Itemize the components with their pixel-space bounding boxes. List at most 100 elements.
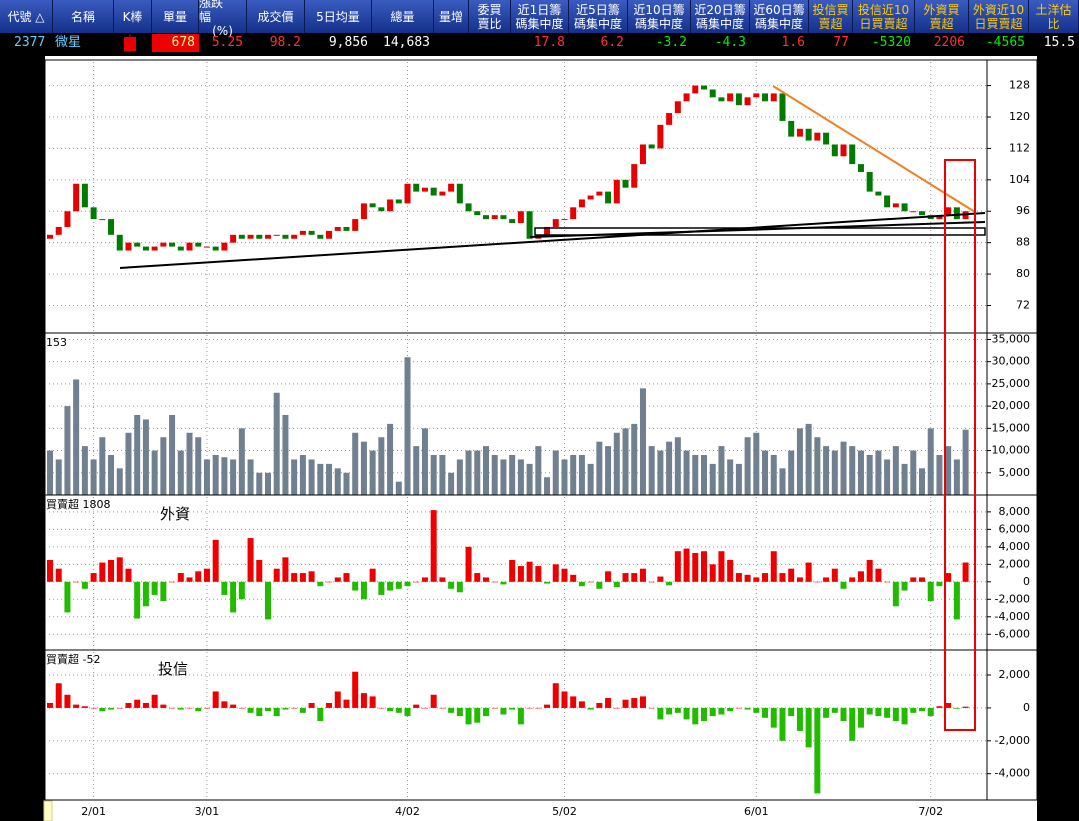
bar (605, 698, 612, 708)
bar (360, 441, 367, 495)
bar (186, 432, 193, 495)
bar (483, 707, 489, 717)
header-cell[interactable]: 近1日籌 碼集中度 (511, 0, 569, 33)
header-cell[interactable]: 近60日籌 碼集中度 (750, 0, 809, 33)
header-cell[interactable]: 成交價 (247, 0, 305, 33)
bar (945, 446, 952, 495)
chart-background (45, 56, 1037, 821)
bar (805, 562, 812, 582)
bar (108, 559, 115, 582)
bar (265, 707, 271, 712)
bar (448, 581, 455, 589)
header-text: 成交價 (257, 9, 294, 24)
bar (177, 707, 184, 710)
header-cell[interactable]: 近5日籌 碼集中度 (569, 0, 628, 33)
bar (796, 577, 803, 582)
bar (500, 459, 507, 495)
candle (108, 219, 115, 235)
bar (639, 568, 646, 582)
bar (238, 707, 245, 709)
header-cell[interactable]: 漲跌 幅 (%) (199, 0, 247, 38)
header-cell[interactable]: 投信近10 日買賣超 (853, 0, 915, 33)
bar (116, 557, 123, 582)
bar (169, 415, 176, 495)
header-text: 委買 (477, 2, 502, 17)
bar (840, 707, 847, 722)
bar (474, 450, 481, 495)
bar (657, 450, 664, 495)
candle (953, 207, 960, 220)
bar (256, 472, 263, 495)
candle (770, 93, 777, 102)
bar (587, 581, 594, 583)
header-cell[interactable]: 外資買 賣超 (915, 0, 969, 33)
bar (953, 581, 960, 620)
candle (169, 242, 176, 247)
bar (831, 707, 838, 713)
bar (81, 581, 88, 589)
bar (369, 568, 376, 582)
row-cell: 77 (833, 35, 849, 50)
header-cell[interactable]: 名稱 (53, 0, 114, 33)
header-cell[interactable]: 單量 (152, 0, 199, 33)
bar (116, 707, 123, 709)
bar (544, 704, 551, 708)
bar (657, 576, 664, 582)
bar (509, 707, 516, 710)
header-text: 近10日籌 (633, 2, 685, 17)
bar (735, 463, 742, 495)
header-cell[interactable]: 近20日籌 碼集中度 (691, 0, 750, 33)
bar (273, 568, 280, 582)
bar (308, 459, 315, 495)
bar (544, 477, 551, 495)
candle (47, 234, 53, 239)
bar (334, 577, 341, 582)
bar (901, 707, 908, 725)
bar (788, 450, 795, 495)
header-cell[interactable]: 委買 賣比 (469, 0, 511, 33)
bar (378, 707, 385, 709)
bar (910, 577, 917, 582)
bar (674, 437, 681, 495)
bar (413, 581, 420, 583)
bar (648, 446, 655, 495)
bar (247, 538, 254, 582)
bar (762, 450, 769, 495)
header-cell[interactable]: 5日均量 (305, 0, 372, 33)
header-cell[interactable]: 近10日籌 碼集中度 (628, 0, 691, 33)
header-cell[interactable]: 投信買 賣超 (809, 0, 853, 33)
bar (195, 707, 202, 712)
bar (884, 707, 891, 718)
bar (744, 574, 751, 582)
bar (108, 455, 115, 495)
bar (343, 472, 350, 495)
bar (108, 707, 115, 710)
header-cell[interactable]: 總量 (372, 0, 434, 33)
bar (186, 707, 193, 709)
bar (299, 573, 306, 582)
candle (299, 230, 306, 235)
candle (221, 242, 228, 251)
candle (317, 234, 324, 239)
header-text: 碼集中度 (754, 16, 803, 31)
candle (840, 144, 847, 157)
bar (945, 702, 952, 708)
header-cell[interactable]: 外資近10 日買賣超 (969, 0, 1029, 33)
bar (683, 707, 690, 720)
header-cell[interactable]: 土洋估比 (1029, 0, 1079, 33)
header-cell[interactable]: K棒 (114, 0, 152, 33)
bar (910, 450, 917, 495)
bar (491, 707, 498, 709)
header-cell[interactable]: 量增 (434, 0, 469, 33)
bar (561, 691, 568, 708)
panel-title: 投信 (158, 660, 188, 678)
bar (901, 463, 908, 495)
candle (910, 211, 917, 213)
header-cell[interactable]: 代號 △ (0, 0, 53, 33)
candle (142, 246, 149, 251)
y-tick-label: -2,000 (995, 734, 1030, 747)
header-text: K棒 (122, 9, 143, 24)
candle (814, 132, 821, 141)
scroll-marker (43, 800, 53, 821)
bar (378, 437, 385, 495)
